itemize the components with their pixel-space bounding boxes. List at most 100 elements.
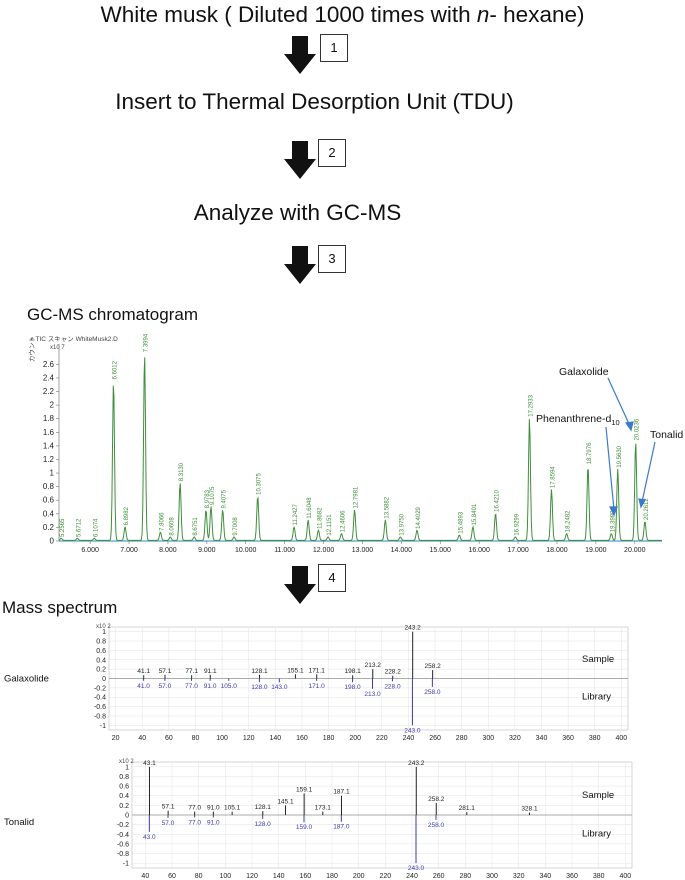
sample-peak-label: 57.1 bbox=[162, 804, 175, 811]
sample-peak-label: 77.1 bbox=[185, 668, 198, 675]
chromatogram-peak-label: 9.1075 bbox=[210, 486, 216, 505]
chromatogram-y-tick-label: 2 bbox=[50, 401, 55, 410]
spectrum-x-tick-label: 140 bbox=[273, 873, 285, 880]
spectrum-x-tick-label: 360 bbox=[562, 735, 574, 742]
chromatogram-peak-label: 6.1074 bbox=[93, 518, 99, 537]
spectrum-y-tick-label: 0.8 bbox=[96, 639, 106, 646]
step-number-3: 3 bbox=[318, 245, 346, 273]
chromatogram-peak-label: 9.4075 bbox=[222, 489, 228, 508]
library-peak-label: 187.0 bbox=[333, 824, 350, 831]
chromatogram-x-tick-label: 15.000 bbox=[430, 547, 452, 554]
spectrum-x-tick-label: 40 bbox=[141, 873, 149, 880]
mass-spectrum-tonalid: 40 60 80 100 120 140 160 180 200 220 240 260 280 300 3… bbox=[4, 759, 633, 880]
down-arrow-icon bbox=[284, 36, 316, 74]
step1-suffix: - hexane) bbox=[489, 2, 585, 27]
spectrum-y-tick-label: 0.2 bbox=[119, 803, 129, 810]
chromatogram-chart: + TIC スキャン WhiteMusk2.D x10 7 カウント 00.20… bbox=[28, 333, 683, 554]
spectrum-compound-name: Tonalid bbox=[4, 817, 34, 828]
chromatogram-x-tick-label: 7.000 bbox=[120, 547, 138, 554]
library-peak-label: 143.0 bbox=[271, 684, 288, 691]
chromatogram-axes bbox=[58, 344, 662, 542]
library-peak-label: 159.0 bbox=[296, 824, 313, 831]
chromatogram-peak-label: 20.0236 bbox=[635, 418, 641, 440]
spectrum-y-tick-label: 0.8 bbox=[119, 774, 129, 781]
spectrum-y-tick-label: -1 bbox=[123, 861, 129, 868]
chromatogram-peak-label: 20.2612 bbox=[644, 498, 650, 520]
spectrum-y-tick-label: -1 bbox=[100, 723, 106, 730]
sample-peak-label: 128.1 bbox=[251, 668, 268, 675]
sample-peak-label: 228.2 bbox=[385, 669, 402, 676]
library-peak-label: 57.0 bbox=[159, 683, 172, 690]
chromatogram-peak-label: 14.4029 bbox=[416, 506, 422, 528]
library-peak-label: 171.0 bbox=[308, 683, 325, 690]
spectrum-x-tick-label: 260 bbox=[429, 735, 441, 742]
down-arrow-icon bbox=[284, 566, 316, 604]
chromatogram-y-tick-label: 1 bbox=[50, 469, 55, 478]
spectrum-x-tick-label: 160 bbox=[299, 873, 311, 880]
step-number-1: 1 bbox=[320, 34, 348, 62]
spectrum-scale: x10 2 bbox=[119, 759, 134, 765]
chromatogram-y-tick-label: 0.2 bbox=[43, 523, 55, 532]
step-number-4: 4 bbox=[318, 564, 346, 592]
spectrum-scale: x10 2 bbox=[96, 624, 111, 630]
sample-peak-label: 57.1 bbox=[159, 668, 172, 675]
chromatogram-title: GC-MS chromatogram bbox=[27, 305, 198, 324]
chromatogram-y-tick-label: 0.6 bbox=[43, 496, 55, 505]
spectrum-x-tick-label: 260 bbox=[433, 873, 445, 880]
chromatogram-peak-label: 9.7008 bbox=[233, 517, 239, 536]
step2-text: Insert to Thermal Desorption Unit (TDU) bbox=[115, 89, 514, 114]
chromatogram-y-tick-label: 2.6 bbox=[43, 360, 55, 369]
spectrum-y-tick-label: -0.2 bbox=[94, 685, 106, 692]
step1-italic: n bbox=[476, 2, 490, 27]
annotation-galaxolide: Galaxolide bbox=[559, 366, 609, 378]
chromatogram-y-tick-label: 1.6 bbox=[43, 428, 55, 437]
down-arrow-icon bbox=[284, 246, 316, 284]
sample-peak-label: 145.1 bbox=[277, 798, 294, 805]
spectrum-x-tick-label: 380 bbox=[593, 873, 605, 880]
chromatogram-x-tick-label: 12.000 bbox=[313, 547, 335, 554]
chromatogram-ticks: 0 0.2 0.4 0.6 0.8 1 1.2 1.4 1.6 1.8 2 2.2 2.4 2.6 6.00… bbox=[43, 360, 646, 554]
spectrum-x-tick-label: 100 bbox=[216, 735, 228, 742]
library-peak-label: 91.0 bbox=[204, 683, 217, 690]
chromatogram-peak-label: 5.6712 bbox=[76, 518, 82, 537]
spectrum-x-tick-label: 80 bbox=[195, 873, 203, 880]
sample-peak-label: 77.0 bbox=[188, 805, 201, 812]
spectrum-y-tick-label: 0 bbox=[125, 813, 129, 820]
spectrum-x-tick-label: 120 bbox=[246, 873, 258, 880]
legend-library: Library bbox=[582, 692, 611, 703]
mass-spectrum-title: Mass spectrum bbox=[2, 598, 118, 617]
spectrum-y-tick-label: -0.2 bbox=[117, 822, 129, 829]
chromatogram-peak-label: 15.8401 bbox=[472, 503, 478, 525]
sample-peak-label: 159.1 bbox=[296, 786, 313, 793]
spectrum-x-tick-label: 360 bbox=[566, 873, 578, 880]
sample-peak-label: 243.2 bbox=[408, 760, 425, 767]
chromatogram-peak-label: 11.8682 bbox=[317, 507, 323, 529]
sample-peak-label: 187.1 bbox=[333, 789, 350, 796]
library-peak-label: 258.0 bbox=[424, 689, 441, 696]
chromatogram-peak-label: 8.6751 bbox=[193, 517, 199, 536]
spectrum-x-tick-label: 20 bbox=[112, 735, 120, 742]
spectrum-x-tick-label: 40 bbox=[138, 735, 146, 742]
library-peak-label: 213.0 bbox=[364, 691, 381, 698]
chromatogram-peak-label: 12.4606 bbox=[340, 510, 346, 532]
chromatogram-peak-label: 16.4210 bbox=[495, 489, 501, 511]
chromatogram-x-tick-label: 8.000 bbox=[159, 547, 177, 554]
chromatogram-x-tick-label: 10.000 bbox=[235, 547, 257, 554]
spectrum-x-tick-label: 280 bbox=[456, 735, 468, 742]
spectrum-x-tick-label: 140 bbox=[270, 735, 282, 742]
spectrum-y-tick-label: 0.2 bbox=[96, 667, 106, 674]
library-peak-label: 128.0 bbox=[251, 684, 268, 691]
chromatogram-peak-label: 18.2482 bbox=[566, 510, 572, 532]
chromatogram-x-tick-label: 13.000 bbox=[352, 547, 374, 554]
spectrum-x-tick-label: 200 bbox=[353, 873, 365, 880]
spectrum-y-tick-label: -0.8 bbox=[117, 851, 129, 858]
spectrum-x-tick-label: 400 bbox=[616, 735, 628, 742]
chromatogram-peak-label: 7.3994 bbox=[144, 333, 150, 352]
spectrum-x-tick-label: 160 bbox=[296, 735, 308, 742]
chromatogram-x-tick-label: 14.000 bbox=[391, 547, 413, 554]
sample-peak-label: 91.1 bbox=[204, 668, 217, 675]
chromatogram-peak-label: 17.8594 bbox=[550, 466, 556, 488]
sample-peak-label: 91.0 bbox=[207, 805, 220, 812]
chromatogram-peak-label: 8.0608 bbox=[169, 517, 175, 536]
spectrum-x-tick-label: 180 bbox=[323, 735, 335, 742]
